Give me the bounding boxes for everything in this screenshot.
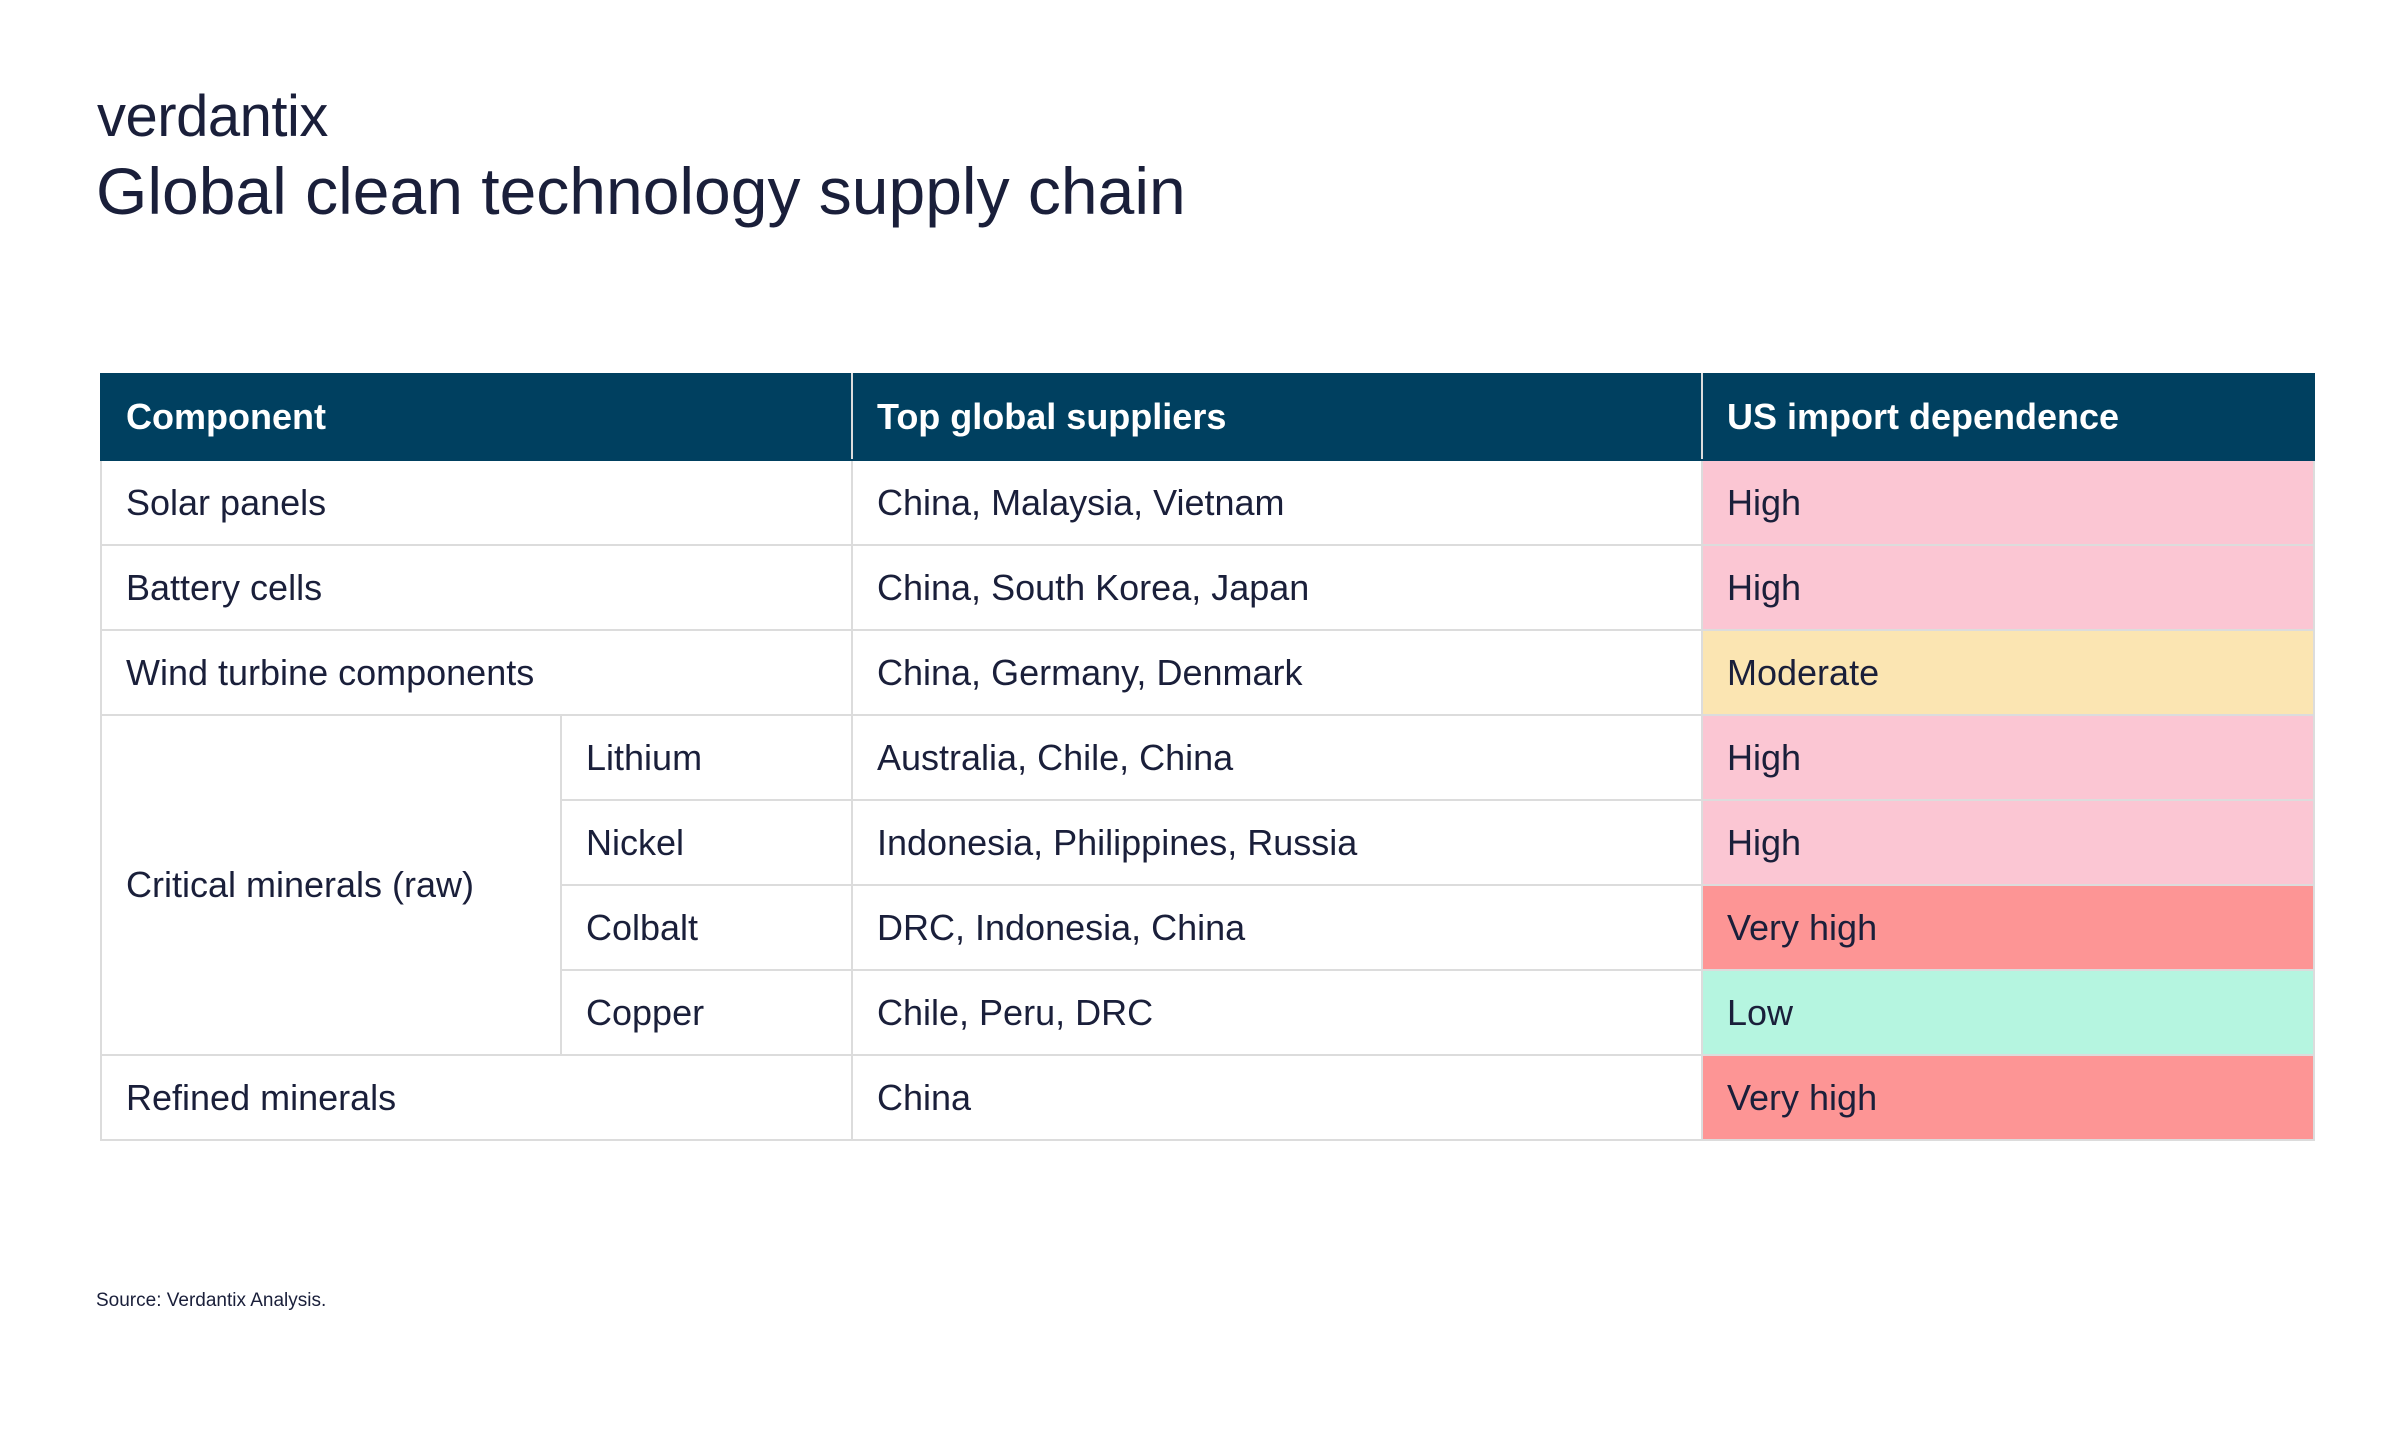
suppliers-cell: Indonesia, Philippines, Russia bbox=[851, 799, 1703, 886]
component-cell: Battery cells bbox=[100, 544, 853, 631]
table-row: Nickel Indonesia, Philippines, Russia Hi… bbox=[101, 799, 2315, 886]
dependence-cell: Low bbox=[1701, 969, 2315, 1056]
subcomponent-cell: Nickel bbox=[560, 799, 853, 886]
table-row: Copper Chile, Peru, DRC Low bbox=[101, 969, 2315, 1056]
suppliers-cell: Australia, Chile, China bbox=[851, 714, 1703, 801]
verdantix-logo: verdantix bbox=[97, 84, 328, 149]
table-row: Critical minerals (raw) Lithium Australi… bbox=[100, 714, 2315, 1056]
supply-chain-table: Component Top global suppliers US import… bbox=[100, 373, 2315, 1141]
subcomponent-cell: Colbalt bbox=[560, 884, 853, 971]
subcomponent-cell: Copper bbox=[560, 969, 853, 1056]
suppliers-cell: China, Germany, Denmark bbox=[851, 629, 1703, 716]
source-note: Source: Verdantix Analysis. bbox=[96, 1290, 327, 1311]
suppliers-cell: China, South Korea, Japan bbox=[851, 544, 1703, 631]
header-component: Component bbox=[100, 373, 853, 461]
component-cell: Solar panels bbox=[100, 459, 853, 546]
table-header-row: Component Top global suppliers US import… bbox=[100, 373, 2315, 461]
subcomponent-cell: Lithium bbox=[560, 714, 853, 801]
component-cell: Refined minerals bbox=[100, 1054, 853, 1141]
dependence-cell: Very high bbox=[1701, 1054, 2315, 1141]
table-row: Battery cells China, South Korea, Japan … bbox=[100, 544, 2315, 631]
dependence-cell: High bbox=[1701, 544, 2315, 631]
component-cell: Critical minerals (raw) bbox=[100, 714, 562, 1056]
table-row: Refined minerals China Very high bbox=[100, 1054, 2315, 1141]
dependence-cell: High bbox=[1701, 714, 2315, 801]
header-suppliers: Top global suppliers bbox=[851, 373, 1703, 461]
dependence-cell: High bbox=[1701, 459, 2315, 546]
header-dependence: US import dependence bbox=[1701, 373, 2315, 461]
table-row: Solar panels China, Malaysia, Vietnam Hi… bbox=[100, 459, 2315, 546]
table-row: Colbalt DRC, Indonesia, China Very high bbox=[101, 884, 2315, 971]
suppliers-cell: China, Malaysia, Vietnam bbox=[851, 459, 1703, 546]
dependence-cell: Very high bbox=[1701, 884, 2315, 971]
component-cell: Wind turbine components bbox=[100, 629, 853, 716]
suppliers-cell: DRC, Indonesia, China bbox=[851, 884, 1703, 971]
dependence-cell: High bbox=[1701, 799, 2315, 886]
table-row: Wind turbine components China, Germany, … bbox=[100, 629, 2315, 716]
suppliers-cell: Chile, Peru, DRC bbox=[851, 969, 1703, 1056]
page-title: Global clean technology supply chain bbox=[96, 154, 1186, 228]
dependence-cell: Moderate bbox=[1701, 629, 2315, 716]
suppliers-cell: China bbox=[851, 1054, 1703, 1141]
